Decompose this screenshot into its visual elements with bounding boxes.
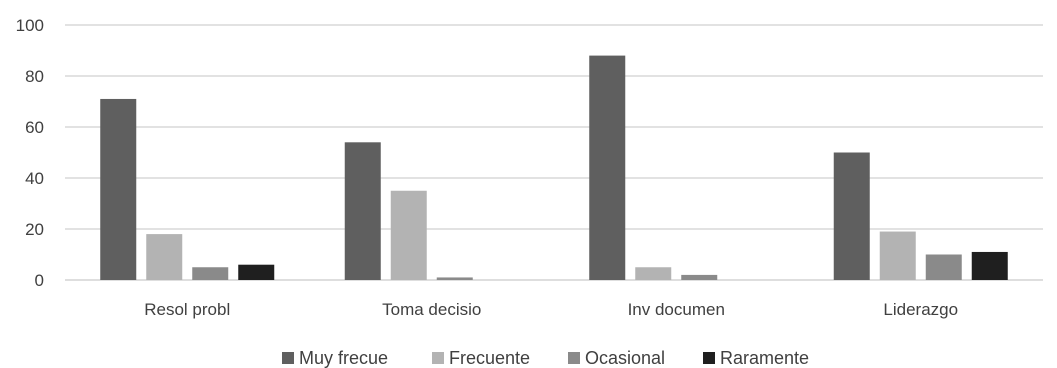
y-tick-label: 100 <box>16 16 44 35</box>
bar <box>238 264 275 280</box>
bar <box>344 142 381 280</box>
legend-label: Frecuente <box>449 348 530 368</box>
bar <box>879 231 916 280</box>
bar <box>635 267 672 280</box>
category-label: Inv documen <box>628 300 725 319</box>
category-label: Toma decisio <box>382 300 481 319</box>
bar <box>971 251 1008 280</box>
y-axis-tick-labels: 0 20 40 60 80 100 <box>16 16 44 290</box>
legend: Muy frecue Frecuente Ocasional Raramente <box>282 348 809 368</box>
legend-label: Raramente <box>720 348 809 368</box>
legend-label: Muy frecue <box>299 348 388 368</box>
y-tick-label: 40 <box>25 169 44 188</box>
y-tick-label: 80 <box>25 67 44 86</box>
y-tick-label: 0 <box>35 271 44 290</box>
category-label: Liderazgo <box>883 300 958 319</box>
bar <box>681 274 718 280</box>
bar <box>146 234 183 280</box>
x-axis-category-labels: Resol probl Toma decisio Inv documen Lidera… <box>144 300 958 319</box>
y-tick-label: 60 <box>25 118 44 137</box>
y-tick-label: 20 <box>25 220 44 239</box>
legend-swatch <box>282 352 294 364</box>
legend-label: Ocasional <box>585 348 665 368</box>
bar <box>390 190 427 280</box>
bars <box>100 55 1008 280</box>
legend-swatch <box>432 352 444 364</box>
bar <box>100 98 137 280</box>
bar <box>925 254 962 280</box>
legend-swatch <box>703 352 715 364</box>
bar <box>192 267 229 280</box>
bar <box>833 152 870 280</box>
category-label: Resol probl <box>144 300 230 319</box>
bar <box>589 55 626 280</box>
bar <box>436 277 473 280</box>
legend-swatch <box>568 352 580 364</box>
